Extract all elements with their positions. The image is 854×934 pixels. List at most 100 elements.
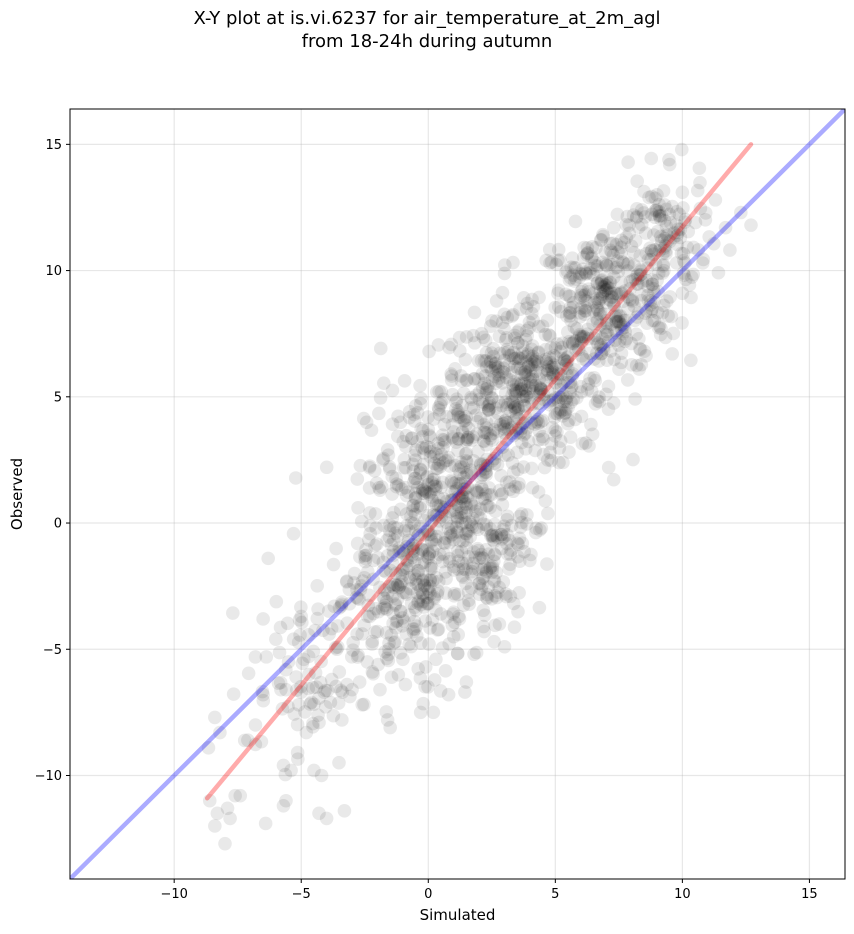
scatter-point [581,377,596,391]
scatter-point [416,587,430,602]
scatter-point [291,698,306,712]
scatter-point [553,253,567,267]
scatter-point [523,553,537,568]
scatter-point [422,546,437,561]
scatter-point [407,414,422,428]
scatter-point [484,354,498,368]
scatter-point [532,424,547,438]
scatter-point [469,408,483,423]
scatter-point [431,584,445,598]
scatter-point [458,515,473,530]
scatter-point [601,379,616,394]
scatter-point [413,463,428,477]
scatter-point [638,210,652,224]
scatter-point [452,410,466,424]
scatter-point [490,457,505,472]
scatter-point [401,536,415,551]
scatter-point [410,585,424,600]
scatter-point [607,270,621,285]
scatter-point [539,356,554,371]
scatter-point [592,293,607,307]
scatter-point [500,415,515,430]
scatter-point [396,460,411,475]
scatter-point [603,344,618,358]
scatter-point [407,475,421,489]
scatter-point [610,326,624,340]
scatter-point [510,445,525,460]
scatter-point [274,682,288,697]
scatter-point [512,585,526,600]
scatter-point [458,447,473,462]
scatter-point [464,390,478,405]
scatter-point [499,432,514,447]
scatter-point [258,816,273,831]
scatter-point [473,470,488,485]
scatter-point [506,383,521,397]
scatter-point [421,596,436,611]
scatter-point [567,334,582,348]
scatter-point [290,717,305,732]
scatter-point [358,554,373,569]
scatter-point [670,204,684,219]
scatter-point [402,570,417,585]
scatter-point [422,584,436,599]
scatter-point [517,389,531,404]
scatter-point [457,494,471,509]
scatter-point [611,245,625,259]
scatter-point [563,309,577,323]
scatter-point [458,413,472,428]
scatter-point [584,417,598,432]
scatter-point [635,275,650,289]
scatter-point [456,490,470,504]
scatter-point [536,432,550,446]
scatter-point [415,429,430,444]
scatter-point [443,529,458,543]
scatter-point [456,460,471,475]
scatter-point [610,314,624,329]
scatter-point [475,571,490,586]
scatter-point [362,481,377,495]
scatter-point [439,531,453,545]
scatter-point [562,337,577,351]
scatter-point [602,275,617,290]
scatter-point [391,668,406,682]
scatter-point [395,482,409,496]
scatter-point [319,460,334,475]
scatter-point [411,596,425,610]
scatter-point [606,297,621,312]
scatter-point [454,455,468,470]
scatter-point [615,326,630,341]
scatter-point [393,646,408,660]
scatter-point [522,381,537,396]
scatter-point [456,562,471,576]
scatter-point [621,264,635,278]
scatter-point [523,390,538,405]
scatter-point [645,273,660,287]
scatter-point [621,301,635,316]
scatter-point [429,447,443,461]
scatter-point [609,314,624,329]
scatter-point [467,336,482,350]
scatter-point [301,649,316,664]
scatter-point [540,363,555,377]
scatter-point [402,608,417,622]
scatter-point [548,360,562,375]
scatter-point [640,316,654,331]
scatter-point [406,544,421,558]
scatter-point [657,263,671,278]
scatter-point [497,530,511,544]
scatter-point [306,644,321,659]
scatter-point [451,499,466,513]
scatter-point [399,539,414,554]
scatter-point [575,436,590,451]
scatter-point [386,580,401,594]
scatter-point [467,305,482,320]
scatter-point [340,677,354,692]
scatter-point [430,385,444,399]
scatter-point [629,210,644,225]
scatter-point [518,426,533,440]
scatter-point [438,509,452,523]
scatter-point [548,423,563,438]
scatter-point [409,603,423,617]
scatter-point [423,430,438,444]
